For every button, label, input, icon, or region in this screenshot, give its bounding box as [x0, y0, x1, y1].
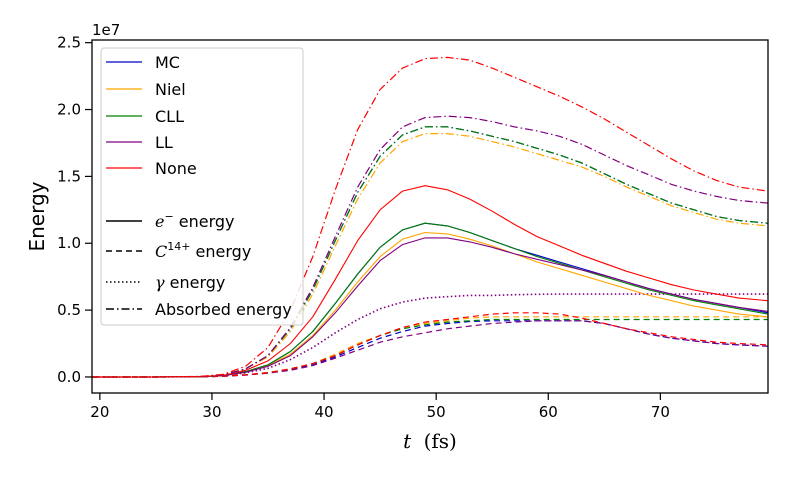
series-ll-photon-line	[92, 293, 768, 378]
y-tick-label: 1.0	[57, 234, 81, 252]
series-none-ion-line	[92, 312, 769, 378]
y-tick-label: 0.0	[57, 368, 81, 386]
series-cll-ion-line	[92, 318, 768, 378]
x-axis-unit: (fs)	[424, 429, 457, 453]
ticks-layer: 20 30 40 50 60 70 0.0 0.5 1.0 1.5 2.0 2.5	[57, 34, 670, 421]
legend-label-none: None	[155, 159, 197, 178]
y-tick-label: 0.5	[57, 301, 81, 319]
y-axis-offset-label: 1e7	[92, 21, 120, 39]
legend-style-symbol: e	[155, 212, 164, 231]
x-tick-label: 70	[651, 403, 670, 421]
axes-frame	[91, 39, 769, 394]
legend-style-label-dotted: γ energy	[155, 273, 225, 292]
x-tick-label: 20	[90, 403, 109, 421]
legend-style-text: Absorbed energy	[155, 300, 292, 319]
legend-style-label-solid: e− energy	[155, 210, 235, 231]
legend-style-symbol: γ	[155, 273, 165, 292]
x-axis-variable: t	[403, 429, 412, 453]
x-tick-label: 30	[202, 403, 221, 421]
legend-box	[100, 47, 304, 326]
legend-style-superscript: 14+	[167, 240, 190, 253]
series-ll-electron-line	[92, 237, 769, 378]
series-layer	[92, 56, 769, 378]
legend-label-ll: LL	[155, 133, 173, 152]
series-mc-ion-line	[92, 320, 769, 378]
legend-style-symbol: C	[155, 242, 167, 261]
y-tick-label: 2.0	[57, 101, 81, 119]
legend-style-label-dashdot: Absorbed energy	[155, 300, 292, 319]
legend-style-label-dashed: C14+ energy	[155, 240, 251, 261]
series-ll-ion-line	[92, 320, 769, 378]
x-tick-label: 50	[427, 403, 446, 421]
series-ll-absorbed-line	[92, 115, 769, 378]
legend-style-text: energy	[190, 242, 251, 261]
legend-style-superscript: −	[164, 210, 173, 223]
series-none-electron-line	[92, 185, 769, 378]
y-tick-label: 1.5	[57, 167, 81, 185]
legend-style-text: energy	[174, 212, 235, 231]
x-axis-label: t (fs)	[403, 429, 457, 453]
legend-label-cll: CLL	[155, 107, 184, 126]
x-tick-label: 40	[315, 403, 334, 421]
y-tick-label: 2.5	[57, 34, 81, 52]
legend-label-mc: MC	[155, 53, 180, 72]
x-tick-label: 60	[539, 403, 558, 421]
legend-style-text: energy	[165, 273, 226, 292]
series-none-absorbed-line	[92, 56, 769, 378]
legend-label-niel: Niel	[155, 80, 186, 99]
y-axis-label: Energy	[25, 181, 49, 251]
series-cll-electron-line	[92, 222, 769, 378]
